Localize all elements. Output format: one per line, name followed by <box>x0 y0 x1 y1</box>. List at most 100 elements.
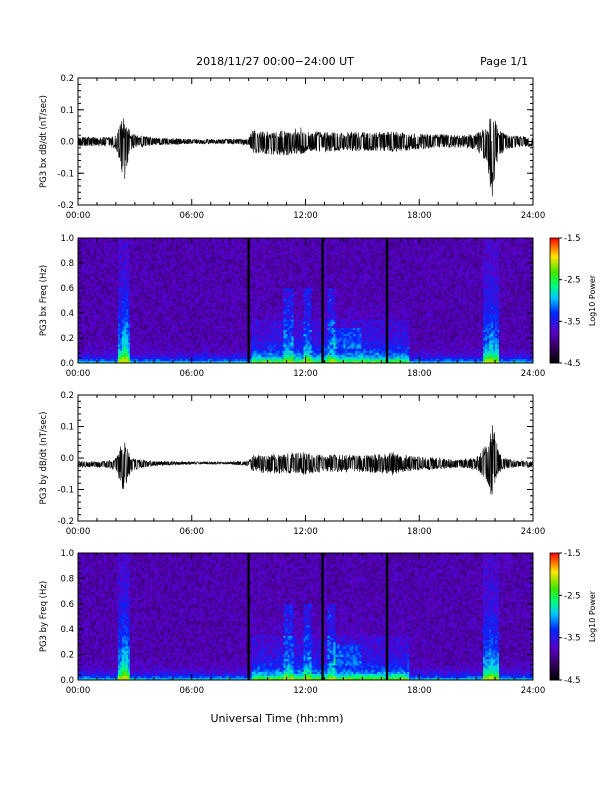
spectrogram-cell <box>146 328 148 330</box>
spectrogram-cell <box>82 319 84 321</box>
spectrogram-cell <box>186 273 188 275</box>
spectrogram-cell <box>146 344 148 346</box>
spectrogram-cell <box>232 290 234 292</box>
spectrogram-cell <box>214 246 216 248</box>
spectrogram-cell <box>178 307 180 309</box>
spectrogram-cell <box>218 355 220 357</box>
spectrogram-cell <box>182 357 184 359</box>
spectrogram-cell <box>128 265 130 267</box>
spectrogram-cell <box>146 280 148 282</box>
spectrogram-cell <box>82 246 84 248</box>
spectrogram-cell <box>178 346 180 348</box>
spectrogram-cell <box>146 284 148 286</box>
spectrogram-cell <box>110 301 112 303</box>
spectrogram-cell <box>182 336 184 338</box>
spectrogram-cell <box>140 328 142 330</box>
spectrogram-cell <box>236 317 238 319</box>
spectrogram-cell <box>196 267 198 269</box>
spectrogram-cell <box>222 259 224 261</box>
spectrogram-cell <box>236 290 238 292</box>
spectrogram-cell <box>200 269 202 271</box>
spectrogram-cell <box>186 246 188 248</box>
spectrogram-cell <box>164 244 166 246</box>
spectrogram-cell <box>128 257 130 259</box>
spectrogram-cell <box>186 276 188 278</box>
spectrogram-cell <box>86 276 88 278</box>
spectrogram-cell <box>82 251 84 253</box>
spectrogram-cell <box>154 344 156 346</box>
spectrogram-cell <box>82 296 84 298</box>
spectrogram-cell <box>122 261 124 263</box>
spectrogram-cell <box>140 269 142 271</box>
spectrogram-cell <box>210 248 212 250</box>
panels-container: 00:00 06:00 12:00 18:00 24:000.20.10.0-0.1-0… <box>39 74 597 696</box>
spectrogram-cell <box>164 282 166 284</box>
spectrogram-cell <box>108 334 110 336</box>
spectrogram-cell <box>128 326 130 328</box>
spectrogram-cell <box>232 242 234 244</box>
spectrogram-cell <box>140 326 142 328</box>
spectrogram-cell <box>190 280 192 282</box>
spectrogram-cell <box>104 259 106 261</box>
spectrogram-cell <box>122 311 124 313</box>
spectrogram-cell <box>114 251 116 253</box>
spectrogram-cell <box>108 292 110 294</box>
spectrogram-cell <box>210 288 212 290</box>
spectrogram-cell <box>140 271 142 273</box>
spectrogram-cell <box>224 298 226 300</box>
spectrogram-cell <box>154 257 156 259</box>
spectrogram-cell <box>110 248 112 250</box>
spectrogram-cell <box>132 355 134 357</box>
spectrogram-cell <box>200 357 202 359</box>
spectrogram-cell <box>150 309 152 311</box>
spectrogram-cell <box>240 332 242 334</box>
spectrogram-cell <box>196 296 198 298</box>
spectrogram-cell <box>140 330 142 332</box>
spectrogram-cell <box>200 328 202 330</box>
spectrogram-cell <box>160 330 162 332</box>
spectrogram-cell <box>96 303 98 305</box>
spectrogram-cell <box>140 242 142 244</box>
spectrogram-cell <box>182 309 184 311</box>
spectrogram-cell <box>142 301 144 303</box>
spectrogram-cell <box>118 298 120 300</box>
spectrogram-cell <box>140 276 142 278</box>
spectrogram-cell <box>110 351 112 353</box>
spectrogram-cell <box>172 313 174 315</box>
spectrogram-cell <box>232 338 234 340</box>
spectrogram-cell <box>126 344 128 346</box>
spectrogram-cell <box>146 319 148 321</box>
spectrogram-cell <box>82 344 84 346</box>
spectrogram-cell <box>126 246 128 248</box>
spectrogram-cell <box>228 294 230 296</box>
spectrogram-cell <box>146 290 148 292</box>
spectrogram-cell <box>214 342 216 344</box>
spectrogram-cell <box>186 267 188 269</box>
spectrogram-cell <box>186 323 188 325</box>
spectrogram-cell <box>164 359 166 361</box>
spectrogram-cell <box>128 286 130 288</box>
spectrogram-cell <box>172 290 174 292</box>
spectrogram-cell <box>126 296 128 298</box>
spectrogram-cell <box>108 348 110 350</box>
spectrogram-cell <box>128 336 130 338</box>
spectrogram-cell <box>164 355 166 357</box>
spectrogram-cell <box>110 242 112 244</box>
spectrogram-cell <box>110 334 112 336</box>
spectrogram-cell <box>204 301 206 303</box>
spectrogram-cell <box>114 315 116 317</box>
spectrogram-cell <box>178 323 180 325</box>
spectrogram-cell <box>172 244 174 246</box>
spectrogram-cell <box>168 311 170 313</box>
spectrogram-cell <box>218 301 220 303</box>
spectrogram-cell <box>172 294 174 296</box>
spectrogram-cell <box>96 315 98 317</box>
spectrogram-cell <box>214 301 216 303</box>
spectrogram-cell <box>164 255 166 257</box>
spectrogram-cell <box>126 353 128 355</box>
spectrogram-cell <box>190 244 192 246</box>
spectrogram-cell <box>200 336 202 338</box>
spectrogram-cell <box>204 290 206 292</box>
spectrogram-cell <box>172 257 174 259</box>
spectrogram-cell <box>132 321 134 323</box>
